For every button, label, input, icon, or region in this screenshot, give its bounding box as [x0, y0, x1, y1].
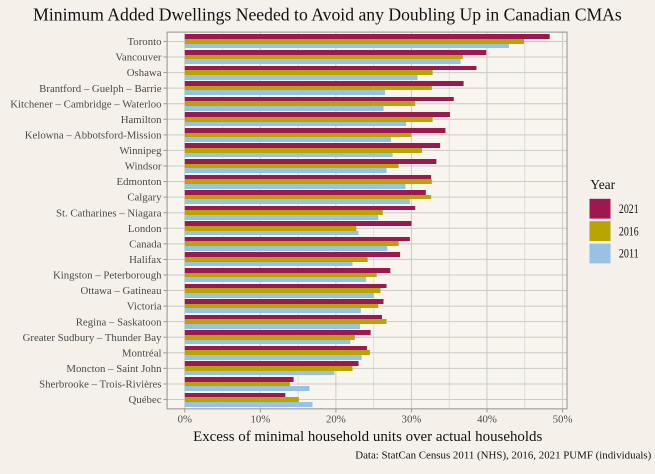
svg-text:2011: 2011 [619, 247, 639, 261]
svg-text:Kingston – Peterborough: Kingston – Peterborough [53, 270, 162, 282]
svg-text:Edmonton: Edmonton [117, 176, 163, 188]
svg-text:Excess of minimal household un: Excess of minimal household units over a… [193, 429, 542, 445]
svg-text:Kelowna – Abbotsford-Mission: Kelowna – Abbotsford-Mission [25, 129, 162, 141]
svg-text:Canada: Canada [129, 238, 162, 250]
svg-text:Ottawa – Gatineau: Ottawa – Gatineau [81, 285, 163, 297]
svg-text:Oshawa: Oshawa [127, 67, 162, 79]
svg-text:St. Catharines – Niagara: St. Catharines – Niagara [56, 207, 162, 219]
svg-text:Kitchener – Cambridge – Waterl: Kitchener – Cambridge – Waterloo [10, 98, 161, 110]
svg-text:Toronto: Toronto [127, 36, 161, 48]
svg-text:Windsor: Windsor [125, 161, 162, 173]
svg-text:Year: Year [590, 177, 615, 192]
svg-text:50%: 50% [553, 414, 573, 426]
svg-text:Minimum Added Dwellings Needed: Minimum Added Dwellings Needed to Avoid … [33, 5, 622, 25]
svg-text:30%: 30% [402, 414, 422, 426]
svg-text:2016: 2016 [619, 224, 639, 238]
svg-text:Moncton – Saint John: Moncton – Saint John [66, 363, 162, 375]
svg-text:Montréal: Montréal [122, 347, 162, 359]
svg-text:0%: 0% [178, 414, 192, 426]
svg-text:Brantford – Guelph – Barrie: Brantford – Guelph – Barrie [39, 83, 162, 95]
svg-text:Sherbrooke – Trois-Rivières: Sherbrooke – Trois-Rivières [39, 379, 161, 391]
svg-text:Winnipeg: Winnipeg [119, 145, 162, 157]
svg-text:Victoria: Victoria [127, 301, 162, 313]
svg-text:London: London [128, 223, 162, 235]
svg-text:Québec: Québec [129, 394, 162, 406]
svg-text:2021: 2021 [619, 202, 639, 216]
svg-text:Greater Sudbury – Thunder Bay: Greater Sudbury – Thunder Bay [23, 332, 163, 344]
svg-text:Vancouver: Vancouver [115, 52, 162, 64]
svg-text:Hamilton: Hamilton [121, 114, 162, 126]
svg-text:Regina – Saskatoon: Regina – Saskatoon [76, 316, 162, 328]
svg-text:40%: 40% [477, 414, 497, 426]
svg-text:Halifax: Halifax [129, 254, 162, 266]
svg-text:Data: StatCan Census 2011 (NHS: Data: StatCan Census 2011 (NHS), 2016, 2… [355, 450, 651, 462]
svg-text:20%: 20% [326, 414, 346, 426]
svg-text:Calgary: Calgary [127, 192, 162, 204]
svg-text:10%: 10% [250, 414, 270, 426]
